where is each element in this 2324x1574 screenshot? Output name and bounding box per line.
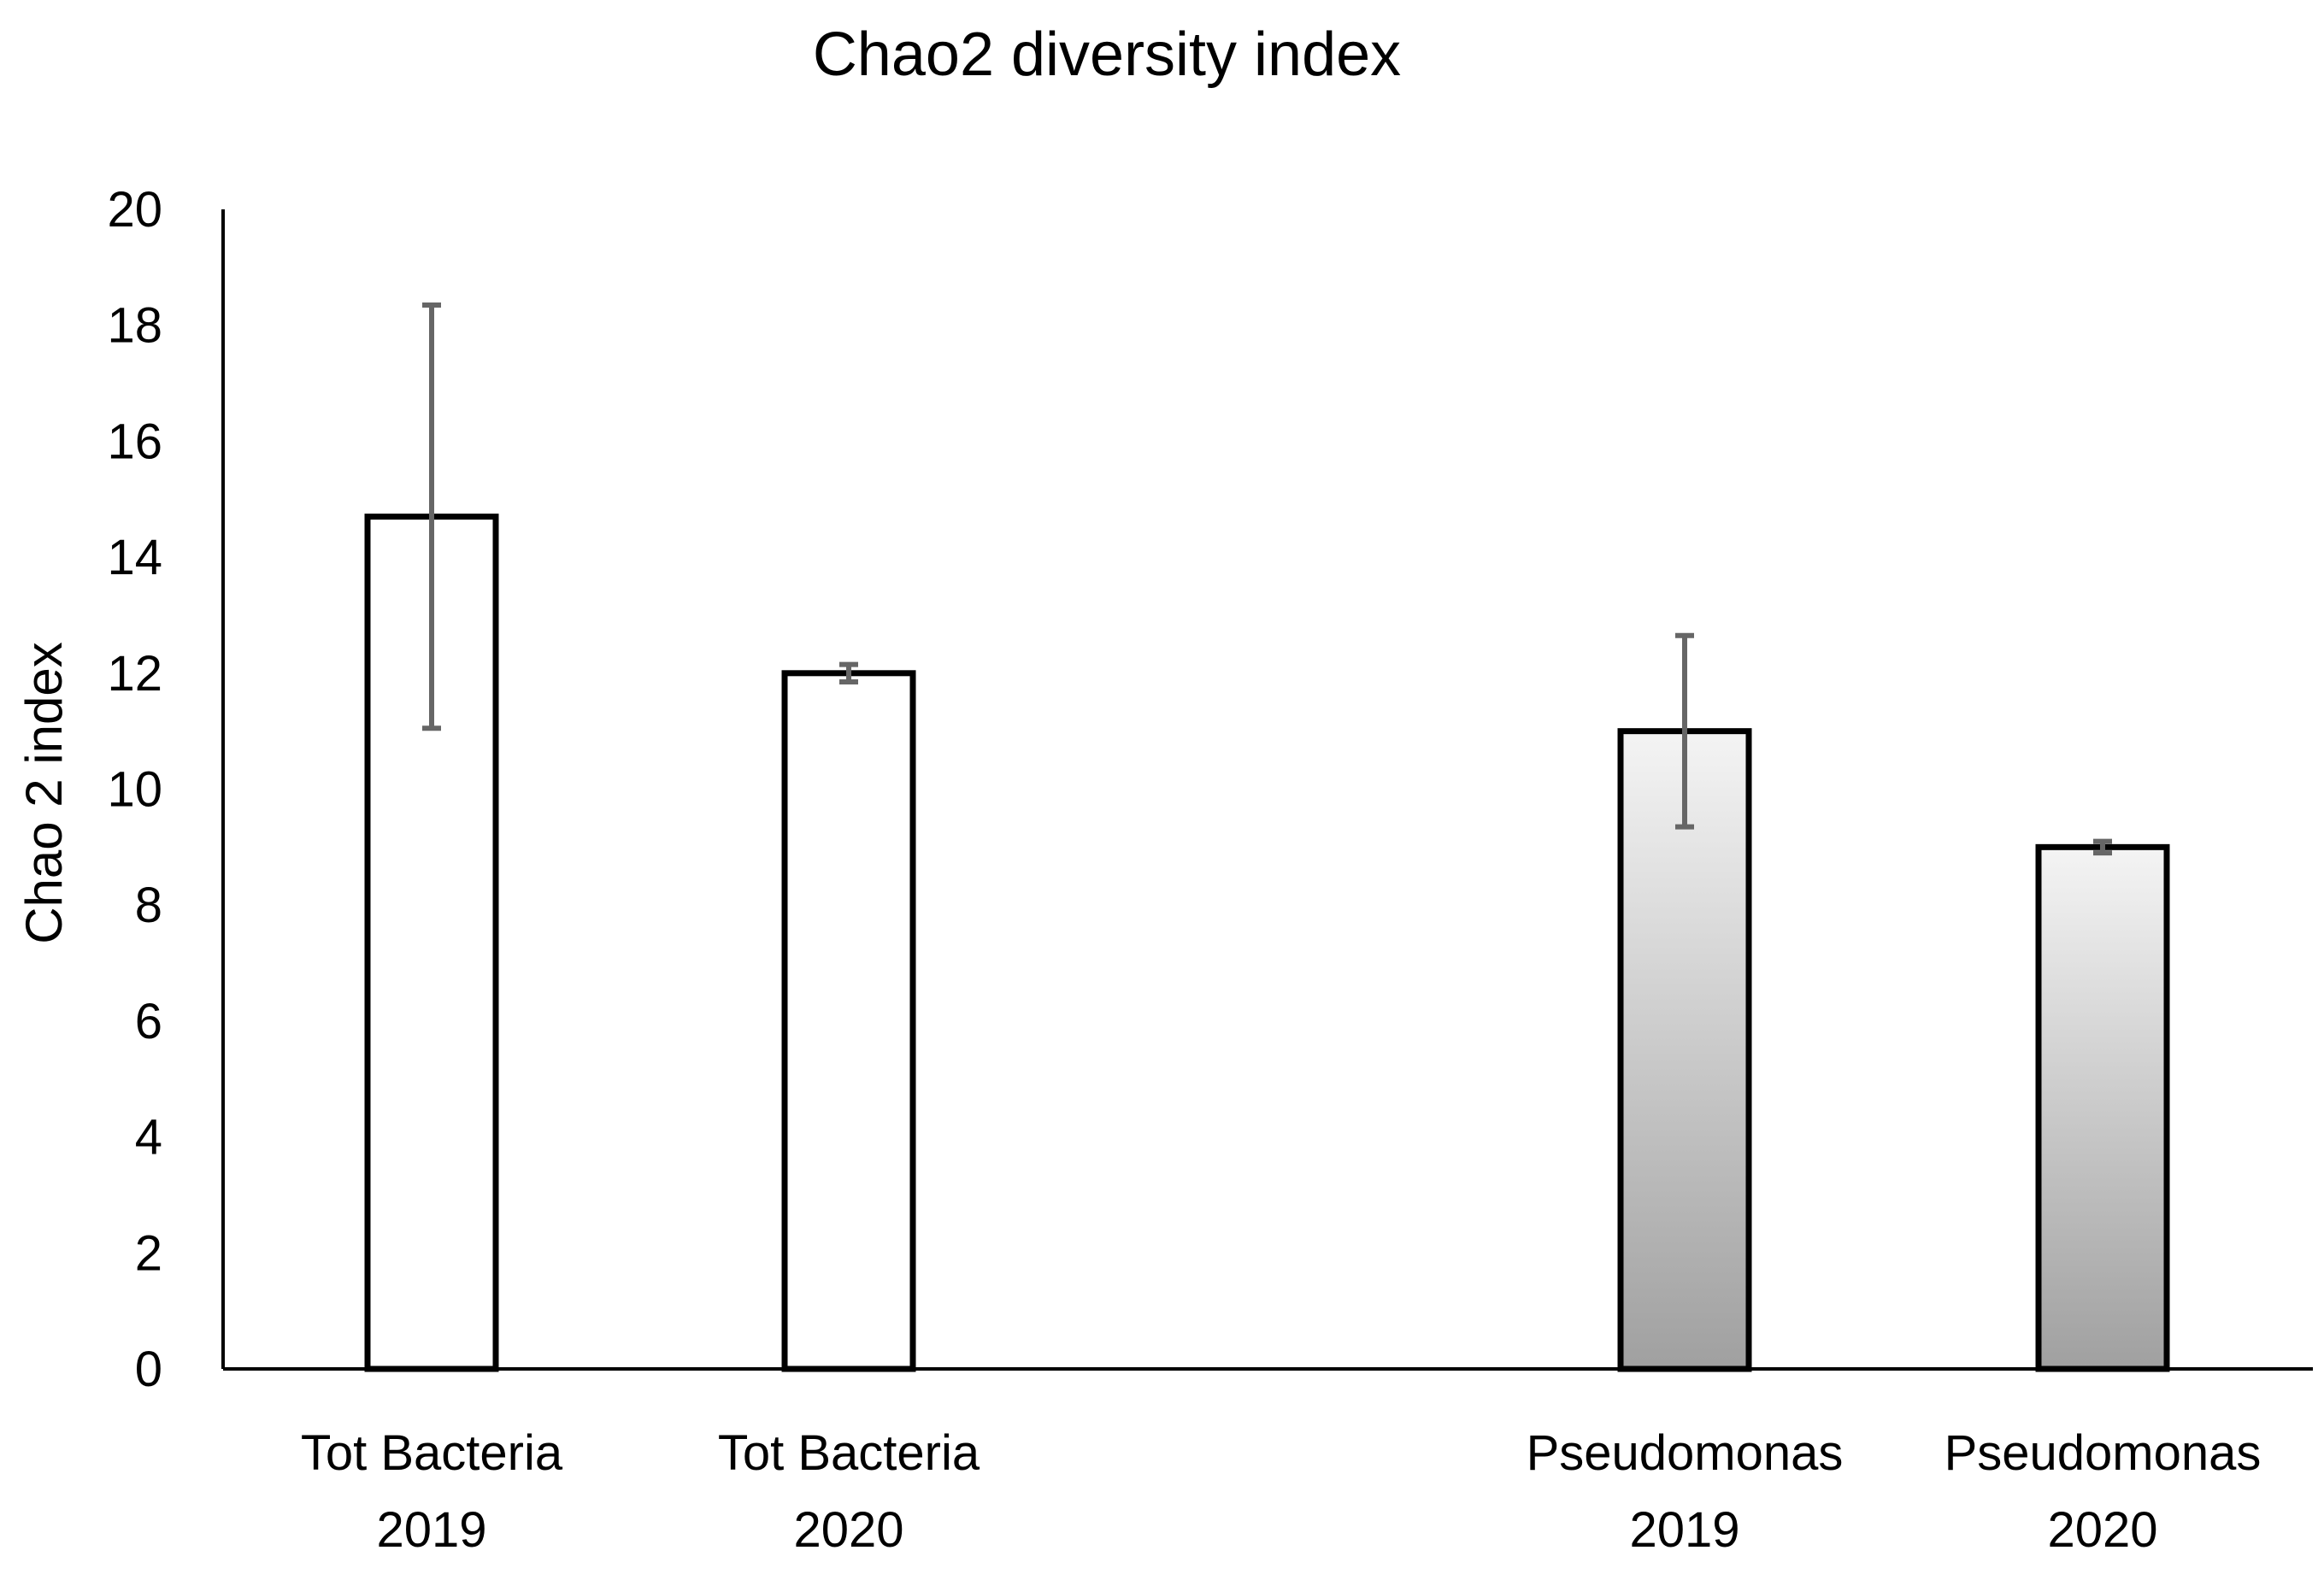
x-tick-label: Pseudomonas	[1527, 1425, 1844, 1481]
y-tick-label: 12	[107, 646, 162, 702]
error-bar-4	[2093, 838, 2112, 856]
x-tick-label: 2020	[2047, 1502, 2157, 1558]
y-axis-label: Chao 2 index	[15, 642, 73, 944]
y-tick-label: 8	[135, 878, 162, 933]
y-tick-label: 0	[135, 1342, 162, 1397]
y-tick-label: 6	[135, 994, 162, 1049]
y-tick-label: 10	[107, 762, 162, 818]
y-tick-label: 14	[107, 530, 162, 585]
chart-title: Chao2 diversity index	[813, 21, 1401, 89]
error-bar-3	[1675, 632, 1694, 830]
bar-4	[2035, 843, 2170, 1372]
y-tick-label: 20	[107, 182, 162, 238]
y-tick-label: 4	[135, 1110, 162, 1166]
error-bar-2	[839, 661, 858, 684]
x-tick-label: Tot Bacteria	[301, 1425, 563, 1481]
y-tick-label: 16	[107, 414, 162, 469]
bar-3	[1617, 728, 1752, 1372]
error-bar-1	[422, 302, 441, 731]
y-tick-label: 2	[135, 1225, 162, 1281]
x-tick-label: Tot Bacteria	[718, 1425, 980, 1481]
bar-2	[781, 670, 916, 1372]
x-tick-label: 2020	[793, 1502, 903, 1558]
y-tick-label: 18	[107, 298, 162, 354]
x-tick-label: Pseudomonas	[1945, 1425, 2262, 1481]
x-tick-label: 2019	[376, 1502, 486, 1558]
x-tick-label: 2019	[1629, 1502, 1739, 1558]
